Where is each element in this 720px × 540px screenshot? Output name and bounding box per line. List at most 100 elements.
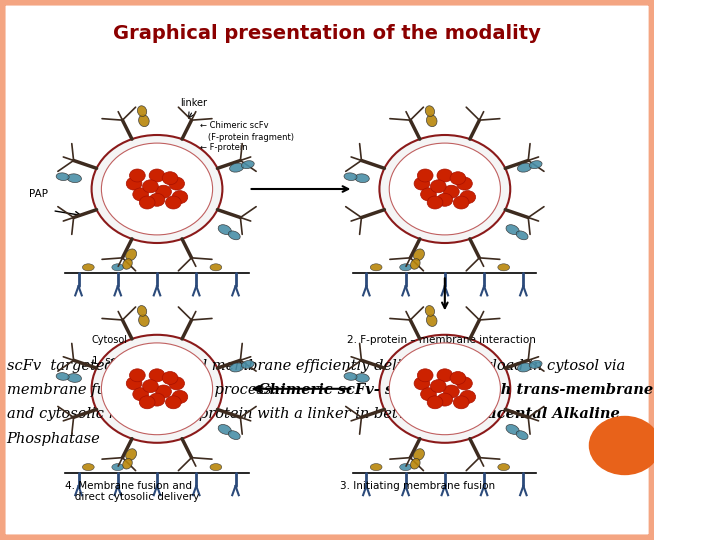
Ellipse shape <box>426 315 437 327</box>
Circle shape <box>166 396 181 409</box>
Ellipse shape <box>228 231 240 240</box>
Circle shape <box>437 169 453 182</box>
Text: Graphical presentation of the modality: Graphical presentation of the modality <box>113 24 541 43</box>
Ellipse shape <box>410 458 420 469</box>
Circle shape <box>149 169 165 182</box>
Circle shape <box>450 372 466 384</box>
Text: Chimeric scFv- scFv fused with trans-membrane: Chimeric scFv- scFv fused with trans-mem… <box>258 383 654 397</box>
Ellipse shape <box>138 306 147 316</box>
Ellipse shape <box>112 264 124 271</box>
Circle shape <box>126 377 142 390</box>
Ellipse shape <box>370 264 382 271</box>
Ellipse shape <box>67 374 81 382</box>
Ellipse shape <box>56 373 69 380</box>
Ellipse shape <box>228 431 240 440</box>
Ellipse shape <box>344 373 357 380</box>
Circle shape <box>450 172 466 185</box>
Circle shape <box>156 185 171 198</box>
Circle shape <box>444 385 459 398</box>
Circle shape <box>102 143 212 235</box>
Text: PAP: PAP <box>30 190 48 199</box>
Ellipse shape <box>426 115 437 127</box>
Circle shape <box>431 380 446 393</box>
Ellipse shape <box>410 259 420 269</box>
Circle shape <box>414 377 430 390</box>
Text: linker: linker <box>180 98 207 108</box>
Text: membrane fusion mediated process.: membrane fusion mediated process. <box>6 383 285 397</box>
Circle shape <box>427 396 443 409</box>
Text: and cytosolic region of  F-protein with a linker in between.: and cytosolic region of F-protein with a… <box>6 407 446 421</box>
Circle shape <box>420 388 436 401</box>
Circle shape <box>390 143 500 235</box>
Ellipse shape <box>230 363 243 372</box>
Text: 1. scFv-Ag binding: 1. scFv-Ag binding <box>91 356 187 367</box>
Circle shape <box>437 393 453 406</box>
Text: Cytosol: Cytosol <box>91 335 127 345</box>
Circle shape <box>130 369 145 382</box>
Ellipse shape <box>230 163 243 172</box>
Ellipse shape <box>139 115 149 127</box>
Circle shape <box>589 416 661 475</box>
Text: Phosphatase: Phosphatase <box>6 431 100 446</box>
Circle shape <box>172 390 188 403</box>
Circle shape <box>390 343 500 435</box>
Ellipse shape <box>518 163 531 172</box>
Ellipse shape <box>67 174 81 183</box>
Circle shape <box>460 390 476 403</box>
Ellipse shape <box>241 361 254 368</box>
Ellipse shape <box>426 106 435 117</box>
Circle shape <box>91 335 222 443</box>
Ellipse shape <box>218 225 231 234</box>
Ellipse shape <box>138 106 147 117</box>
Circle shape <box>149 193 165 206</box>
Ellipse shape <box>529 361 542 368</box>
Ellipse shape <box>56 173 69 180</box>
Circle shape <box>437 369 453 382</box>
Circle shape <box>149 393 165 406</box>
Ellipse shape <box>413 449 424 460</box>
Circle shape <box>168 177 184 190</box>
Ellipse shape <box>82 264 94 271</box>
Ellipse shape <box>498 463 510 470</box>
Ellipse shape <box>126 249 137 260</box>
Circle shape <box>140 396 155 409</box>
Circle shape <box>91 135 222 243</box>
Text: 3. Initiating membrane fusion: 3. Initiating membrane fusion <box>340 481 495 491</box>
Circle shape <box>437 193 453 206</box>
Ellipse shape <box>126 449 137 460</box>
Circle shape <box>431 180 446 193</box>
Circle shape <box>102 343 212 435</box>
Circle shape <box>444 185 459 198</box>
Ellipse shape <box>370 463 382 470</box>
FancyBboxPatch shape <box>0 0 654 540</box>
Ellipse shape <box>122 259 132 269</box>
Ellipse shape <box>122 458 132 469</box>
Circle shape <box>172 191 188 204</box>
Circle shape <box>140 196 155 209</box>
Circle shape <box>379 135 510 243</box>
Circle shape <box>156 385 171 398</box>
Circle shape <box>420 188 436 201</box>
Ellipse shape <box>355 174 369 183</box>
Circle shape <box>418 169 433 182</box>
Ellipse shape <box>498 264 510 271</box>
Text: 2. F-protein – membrane interaction: 2. F-protein – membrane interaction <box>347 335 536 345</box>
Circle shape <box>454 396 469 409</box>
Circle shape <box>414 177 430 190</box>
Circle shape <box>418 369 433 382</box>
Ellipse shape <box>506 225 519 234</box>
Ellipse shape <box>139 315 149 327</box>
Ellipse shape <box>210 264 222 271</box>
Circle shape <box>460 191 476 204</box>
Text: ← Chimeric scFv
   (F-protein fragment): ← Chimeric scFv (F-protein fragment) <box>199 122 294 141</box>
Circle shape <box>456 177 472 190</box>
Text: PAP- Placental Alkaline: PAP- Placental Alkaline <box>428 407 620 421</box>
Ellipse shape <box>241 161 254 168</box>
Ellipse shape <box>506 424 519 434</box>
Ellipse shape <box>400 463 411 470</box>
Ellipse shape <box>518 363 531 372</box>
Circle shape <box>379 335 510 443</box>
Circle shape <box>162 172 178 185</box>
Ellipse shape <box>82 463 94 470</box>
Circle shape <box>456 377 472 390</box>
